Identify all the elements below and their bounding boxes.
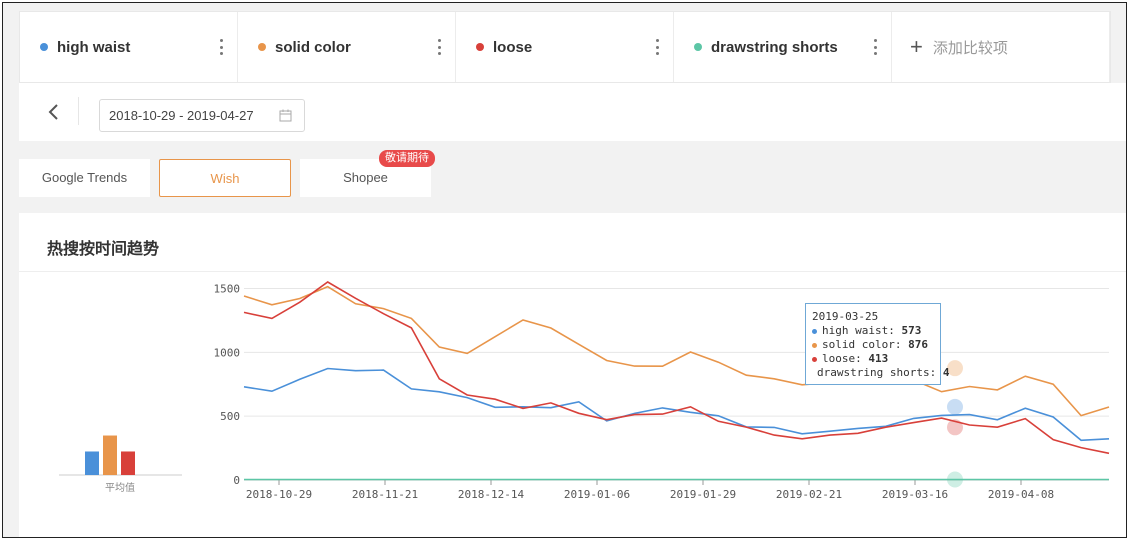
tooltip-separator: : <box>894 338 909 351</box>
compare-term[interactable]: loose <box>456 12 674 82</box>
x-tick-label: 2018-12-14 <box>458 488 525 501</box>
tooltip-series-value: 413 <box>868 352 889 365</box>
term-label: drawstring shorts <box>711 38 838 56</box>
y-tick-label: 500 <box>220 410 240 423</box>
trend-panel: 热搜按时间趋势 0 500 1000 1500 2018-10-29 2018-11-21… <box>19 213 1127 538</box>
hover-marker <box>947 398 963 415</box>
tooltip-row: high waist: 573 <box>812 324 940 338</box>
tooltip-series-name: high waist <box>822 324 889 337</box>
tooltip-series-name: loose <box>822 352 856 365</box>
more-vertical-icon[interactable] <box>655 39 659 55</box>
x-tick-label: 2019-01-06 <box>564 488 630 501</box>
series-dot <box>258 43 266 51</box>
calendar-icon[interactable] <box>279 109 292 122</box>
y-tick-label: 0 <box>233 474 240 487</box>
tooltip-row: loose: 413 <box>812 352 940 366</box>
series-dot <box>40 43 48 51</box>
tooltip-series-value: 573 <box>901 324 922 337</box>
term-label: high waist <box>57 38 131 56</box>
compare-term[interactable]: drawstring shorts <box>674 12 892 82</box>
y-tick-label: 1500 <box>214 283 241 296</box>
series-line-high-waist <box>243 367 1110 442</box>
series-dot <box>812 342 817 348</box>
tab-label: Shopee <box>343 170 388 185</box>
plus-icon: + <box>910 34 923 59</box>
hover-marker <box>947 419 963 436</box>
date-row: 2018-10-29 - 2019-04-27 <box>19 83 1126 141</box>
series-line-loose <box>243 281 1110 455</box>
tooltip-series-value: 4 <box>942 366 950 379</box>
trend-chart[interactable]: 0 500 1000 1500 2018-10-29 2018-11-21 2018-12-… <box>19 213 1127 538</box>
tab-wish[interactable]: Wish <box>159 159 291 197</box>
series-dot <box>812 328 817 334</box>
tooltip-row: drawstring shorts: 4 <box>812 366 949 380</box>
tab-label: Wish <box>210 171 240 186</box>
avg-bar <box>85 451 99 475</box>
x-tick-label: 2019-04-08 <box>988 488 1054 501</box>
avg-bar <box>121 451 135 475</box>
more-vertical-icon[interactable] <box>873 39 877 55</box>
compare-bar: high waist solid color loose drawstring sho… <box>19 11 1111 83</box>
x-tick-label: 2018-11-21 <box>352 488 418 501</box>
tooltip-date: 2019-03-25 <box>812 310 879 323</box>
chart-tooltip: 2019-03-25 high waist: 573 solid color: 8… <box>805 303 949 385</box>
add-compare-button[interactable]: + 添加比较项 <box>892 12 1110 82</box>
add-compare-label: 添加比较项 <box>932 39 1008 57</box>
more-vertical-icon[interactable] <box>437 39 441 55</box>
panel-title: 热搜按时间趋势 <box>47 241 160 258</box>
y-tick-label: 1000 <box>214 346 241 359</box>
more-vertical-icon[interactable] <box>219 39 223 55</box>
tooltip-separator: : <box>855 352 869 365</box>
avg-bar <box>103 435 117 475</box>
x-tick-label: 2018-10-29 <box>246 488 312 501</box>
compare-term[interactable]: high waist <box>20 12 238 82</box>
tooltip-separator: : <box>929 366 943 379</box>
tooltip-series-value: 876 <box>908 338 928 351</box>
hover-marker <box>947 471 963 488</box>
tooltip-row: solid color: 876 <box>812 338 940 352</box>
series-line-solid-color <box>243 285 1110 417</box>
tooltip-series-name: solid color <box>822 338 895 351</box>
series-dot <box>476 43 484 51</box>
x-tick-label: 2019-03-16 <box>882 488 948 501</box>
tab-label: Google Trends <box>41 170 128 185</box>
term-label: loose <box>493 38 533 56</box>
tooltip-separator: : <box>888 324 902 337</box>
x-tick-label: 2019-02-21 <box>776 488 842 501</box>
tooltip-series-name: drawstring shorts <box>817 366 930 379</box>
series-dot <box>694 43 702 51</box>
avg-label: 平均值 <box>105 481 135 494</box>
divider <box>78 97 79 125</box>
tab-google-trends[interactable]: Google Trends <box>19 159 150 197</box>
hover-marker <box>947 360 963 377</box>
divider <box>19 271 1126 272</box>
term-label: solid color <box>275 38 351 56</box>
compare-term[interactable]: solid color <box>238 12 456 82</box>
series-dot <box>812 356 817 362</box>
date-range-input[interactable]: 2018-10-29 - 2019-04-27 <box>99 99 305 132</box>
coming-soon-badge: 敬请期待 <box>379 150 435 167</box>
chevron-left-icon[interactable] <box>47 103 61 121</box>
x-tick-label: 2019-01-29 <box>670 488 736 501</box>
date-range-value: 2018-10-29 - 2019-04-27 <box>109 108 254 123</box>
